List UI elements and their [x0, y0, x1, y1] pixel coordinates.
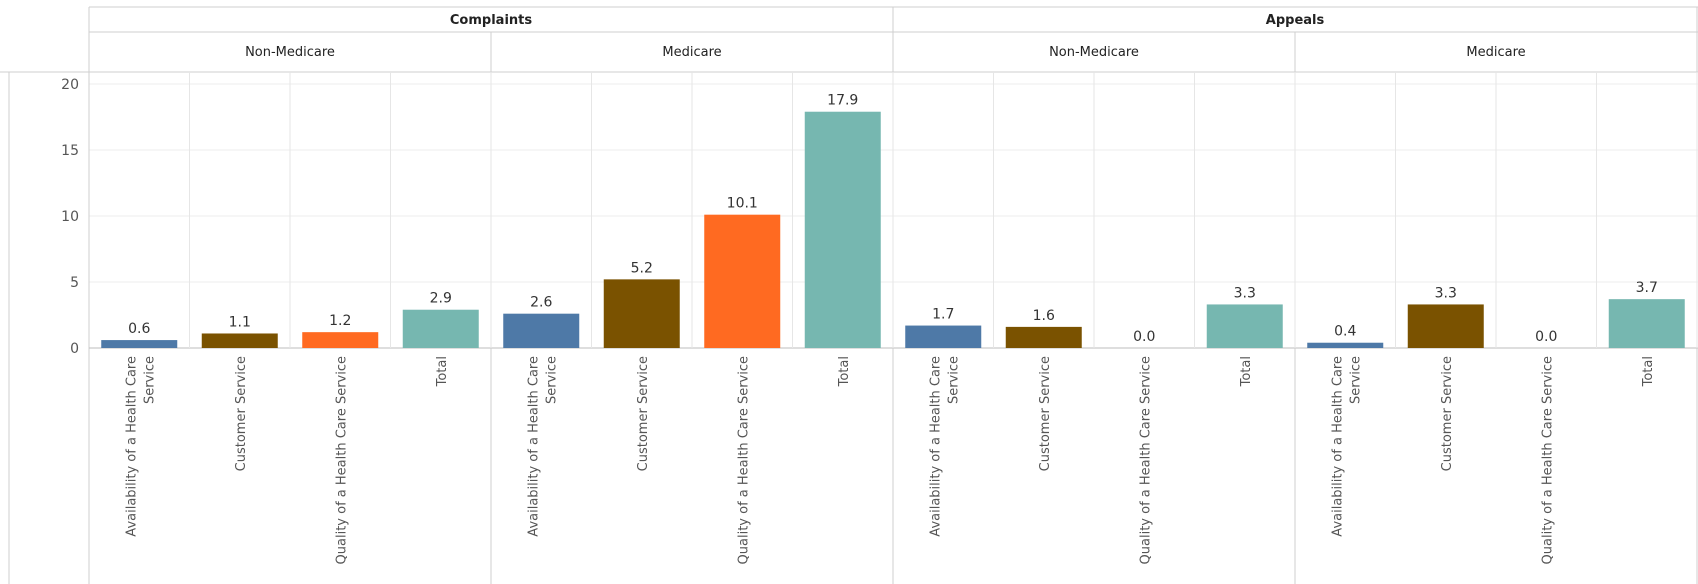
x-category-label: Availability of a Health Care Service: [1330, 356, 1363, 537]
bar: [1005, 326, 1082, 348]
subgroup-header: Medicare: [1466, 45, 1525, 60]
x-category-label: Quality of a Health Care Service: [334, 356, 349, 564]
bar: [201, 333, 278, 348]
bar: [302, 332, 379, 348]
y-tick-label: 20: [61, 77, 79, 93]
x-category-label: Total: [837, 356, 852, 387]
bar: [804, 111, 881, 348]
bar-value-label: 1.7: [932, 307, 954, 323]
x-category-label: Quality of a Health Care Service: [1540, 356, 1555, 564]
bar-value-label: 1.2: [329, 313, 351, 329]
x-category-label: Availability of a Health Care Service: [928, 356, 961, 537]
x-category-label: Availability of a Health Care Service: [124, 356, 157, 537]
bar-value-label: 2.6: [530, 295, 552, 311]
group-header-appeals: Appeals: [1266, 13, 1325, 28]
y-tick-label: 5: [70, 275, 79, 291]
bar: [402, 309, 479, 348]
x-category-label: Customer Service: [234, 356, 249, 471]
bar: [1407, 304, 1484, 348]
y-tick-label: 15: [61, 143, 79, 159]
x-category-label: Customer Service: [1038, 356, 1053, 471]
bar: [503, 313, 580, 348]
bar: [101, 340, 178, 348]
subgroup-header: Non-Medicare: [1049, 45, 1139, 60]
x-category-label: Customer Service: [636, 356, 651, 471]
bar: [1307, 342, 1384, 348]
x-category-label: Quality of a Health Care Service: [736, 356, 751, 564]
x-category-label: Total: [1641, 356, 1656, 387]
bar-value-label: 1.6: [1033, 308, 1055, 324]
y-tick-label: 10: [61, 209, 79, 225]
bar: [905, 325, 982, 348]
x-category-label: Total: [435, 356, 450, 387]
bar-value-label: 0.6: [128, 321, 150, 337]
bar-value-label: 0.4: [1334, 324, 1356, 340]
bar-value-label: 1.1: [229, 314, 251, 330]
subgroup-header: Medicare: [662, 45, 721, 60]
group-header-complaints: Complaints: [450, 13, 532, 28]
bar-value-label: 0.0: [1535, 329, 1557, 345]
bar: [704, 214, 781, 348]
bar-value-label: 2.9: [430, 291, 452, 307]
y-tick-label: 0: [70, 341, 79, 357]
bar-value-label: 3.3: [1435, 285, 1457, 301]
bar-value-label: 10.1: [727, 196, 758, 212]
x-category-label: Availability of a Health Care Service: [526, 356, 559, 537]
bar-value-label: 3.7: [1636, 280, 1658, 296]
bar-value-label: 5.2: [631, 260, 653, 276]
bar-value-label: 3.3: [1234, 285, 1256, 301]
bar: [1206, 304, 1283, 348]
x-category-label: Quality of a Health Care Service: [1138, 356, 1153, 564]
bar: [1608, 299, 1685, 348]
bar-value-label: 0.0: [1133, 329, 1155, 345]
x-category-label: Total: [1239, 356, 1254, 387]
bar: [603, 279, 680, 348]
subgroup-header: Non-Medicare: [245, 45, 335, 60]
bar-value-label: 17.9: [827, 93, 858, 109]
x-category-label: Customer Service: [1440, 356, 1455, 471]
